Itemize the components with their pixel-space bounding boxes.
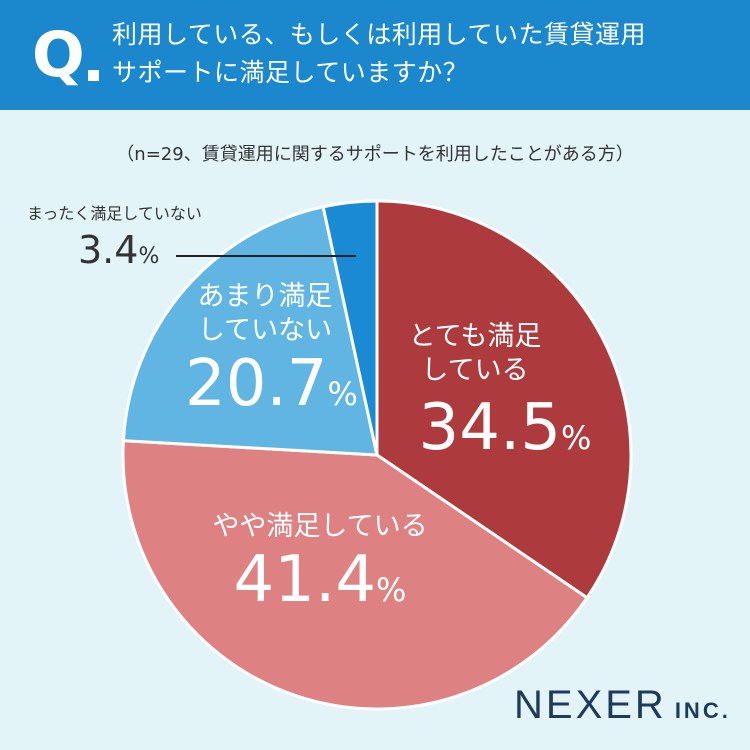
pie-slice-2	[121, 204, 379, 457]
question-line-1: 利用している、もしくは利用していた賃貸運用	[112, 20, 647, 49]
brand-logo: NEXER INC.	[514, 683, 731, 727]
label-not-very-satisfied: あまり満足 していない 20.7%	[185, 280, 358, 421]
label-not-at-all-name: まったく満足していない	[27, 204, 202, 223]
label-somewhat-name: やや満足している	[212, 511, 428, 542]
value-very: 34.5	[418, 391, 562, 465]
pie-slice-1	[121, 439, 590, 711]
unit-somewhat: %	[376, 571, 407, 609]
question-line-2: サポートに満足していますか？	[112, 58, 469, 87]
label-somewhat-satisfied: やや満足している 41.4%	[190, 510, 450, 616]
label-not-very-name-2: していない	[197, 315, 333, 346]
value-somewhat: 41.4	[233, 543, 377, 617]
question-dot	[88, 70, 99, 81]
unit-not-at-all: %	[138, 244, 160, 269]
label-very-name-2: している	[421, 355, 529, 386]
value-not-at-all: 3.4	[78, 228, 139, 272]
label-not-at-all-pct: 3.4%	[78, 228, 159, 272]
question-header: Q 利用している、もしくは利用していた賃貸運用 サポートに満足していますか？	[0, 0, 750, 110]
label-very-satisfied: とても満足 している	[405, 320, 545, 388]
question-text: 利用している、もしくは利用していた賃貸運用 サポートに満足していますか？	[112, 16, 732, 92]
label-very-name-1: とても満足	[408, 321, 542, 352]
unit-not-very: %	[327, 375, 358, 413]
label-very-pct: 34.5%	[410, 392, 600, 464]
question-mark: Q	[32, 18, 85, 91]
leader-line	[176, 255, 356, 257]
sample-note: （n=29、賃貸運用に関するサポートを利用したことがある方）	[116, 144, 634, 165]
pie-slice-3	[321, 199, 379, 456]
pie-slice-0	[375, 199, 633, 600]
label-not-very-name-1: あまり満足	[197, 281, 333, 312]
value-not-very: 20.7	[185, 347, 328, 421]
unit-very: %	[561, 419, 592, 457]
